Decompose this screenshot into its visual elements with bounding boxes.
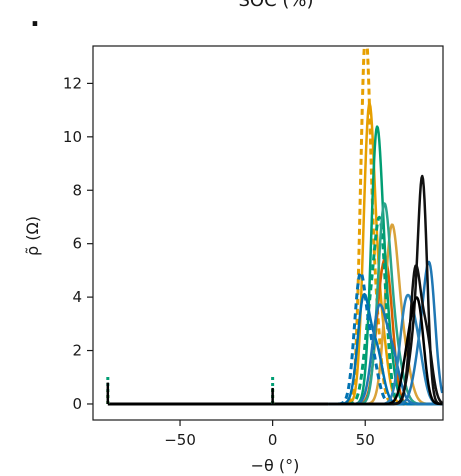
series-line (327, 46, 443, 406)
x-axis-label: −θ (°) (251, 456, 300, 475)
plot-lines (106, 46, 443, 406)
x-tick-label: 0 (268, 431, 278, 449)
axes: −50 0 50 0 2 4 6 8 10 12 (63, 45, 444, 449)
y-tick-label: 12 (63, 74, 82, 92)
series-line (327, 271, 443, 406)
panel-mark: . (30, 3, 40, 33)
y-tick-label: 4 (72, 288, 82, 306)
y-tick-label: 10 (63, 128, 82, 146)
x-tick-label: −50 (164, 431, 196, 449)
chart-title: SOC (%) (238, 0, 313, 11)
y-tick-label: 0 (72, 395, 82, 413)
y-axis-label: ρ̃ (Ω) (23, 216, 42, 256)
y-tick-label: 8 (72, 181, 82, 199)
y-tick-label: 6 (72, 235, 82, 253)
series-line (327, 296, 443, 406)
y-tick-label: 2 (72, 342, 82, 360)
plot-frame (92, 45, 444, 421)
x-tick-label: 50 (356, 431, 375, 449)
